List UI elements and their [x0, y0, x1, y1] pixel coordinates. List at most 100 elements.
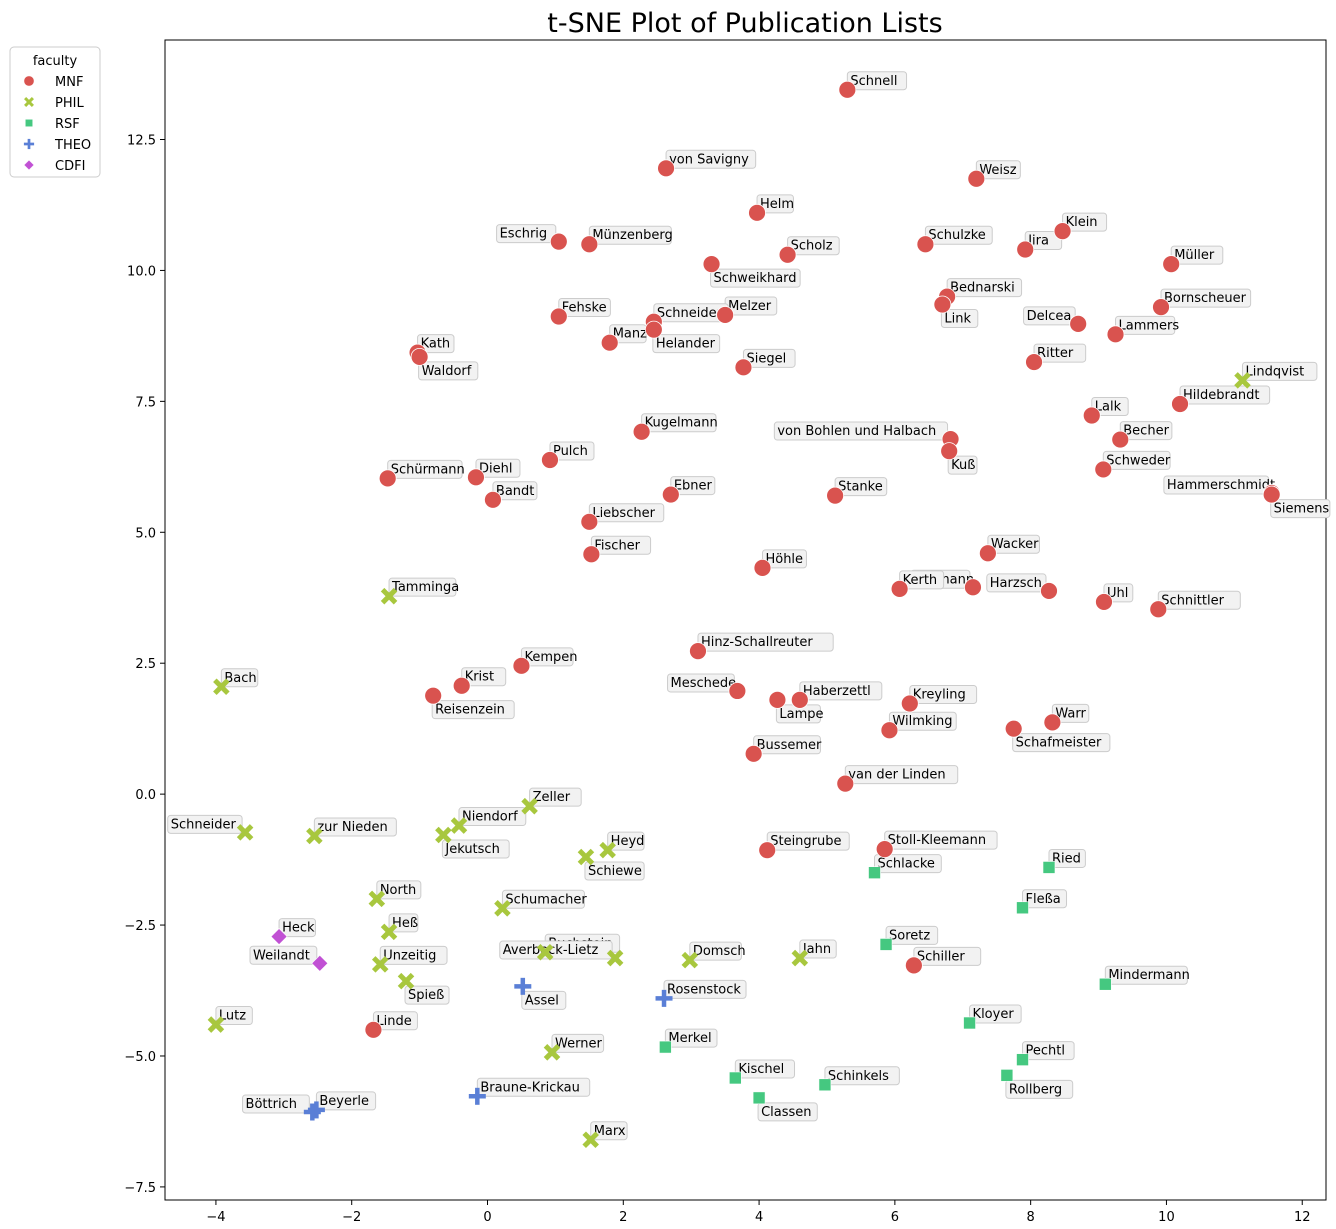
x-tick-label: 2: [619, 1210, 627, 1225]
point-rsf: [963, 1016, 976, 1030]
point-label-text: Heß: [392, 916, 418, 931]
point-label-text: Fleßa: [1026, 892, 1061, 907]
point-label: Schlacke: [874, 854, 942, 874]
point-mnf: [1069, 314, 1088, 333]
point-label: Ebner: [670, 476, 716, 496]
point-mnf: [1025, 353, 1043, 371]
point-label: Hildebrandt: [1179, 385, 1271, 405]
point-label: Werner: [551, 1033, 605, 1053]
x-tick-label: 4: [755, 1210, 763, 1225]
point-label-text: Marx: [594, 1124, 626, 1139]
legend-label: MNF: [55, 75, 83, 90]
x-tick-label: 8: [1027, 1210, 1035, 1225]
point-mnf: [1149, 600, 1168, 619]
point-phil: [681, 951, 699, 969]
point-label: Braune-Krickau: [476, 1077, 591, 1097]
point-mnf: [890, 579, 909, 598]
point-label: Lammers: [1115, 315, 1179, 335]
point-label: Bussemer: [753, 735, 822, 755]
point-label-text: Hinz-Schallreuter: [701, 635, 813, 650]
point-label-text: Kuß: [951, 458, 975, 473]
point-label-text: Waldorf: [422, 364, 472, 379]
point-label-text: Stoll-Kleemann: [888, 833, 986, 848]
point-label-text: Diehl: [479, 461, 512, 476]
point-mnf: [904, 956, 923, 975]
point-label-text: Wilmking: [892, 714, 952, 729]
point-label: Tamminga: [388, 577, 459, 597]
legend-label: THEO: [54, 138, 91, 153]
point-label: Pulch: [549, 441, 595, 461]
point-rsf: [1099, 977, 1112, 991]
point-label-text: Werner: [555, 1036, 602, 1051]
point-rsf: [659, 1040, 672, 1054]
point-label: Ritter: [1033, 343, 1087, 363]
point-mnf: [580, 235, 599, 254]
legend-entry-rsf: RSF: [25, 117, 80, 132]
point-mnf: [689, 642, 707, 661]
point-label-text: Unzeitig: [383, 948, 436, 963]
point-label: Classen: [757, 1102, 818, 1122]
point-label: Kloyer: [969, 1004, 1022, 1024]
point-label-text: Zeller: [533, 790, 571, 805]
y-tick-label: −5.0: [124, 1050, 156, 1065]
point-phil: [577, 848, 595, 866]
point-label-text: Pechtl: [1026, 1044, 1065, 1059]
point-label: Meschede: [667, 673, 736, 693]
point-cdfi: [270, 928, 288, 946]
point-label: Schneider: [653, 303, 729, 323]
point-label-text: Schneider: [657, 306, 723, 321]
point-label: Heck: [278, 918, 316, 938]
point-label: Niendorf: [458, 807, 527, 827]
point-label-text: Link: [944, 311, 971, 326]
point-label-text: Linde: [376, 1014, 411, 1029]
point-mnf: [1043, 713, 1062, 732]
point-label-text: Heck: [282, 921, 315, 936]
point-mnf: [1004, 719, 1023, 738]
point-mnf: [1082, 406, 1101, 425]
point-phil: [582, 1131, 599, 1149]
x-tick-label: 6: [891, 1210, 899, 1225]
point-label-text: Mindermann: [1108, 968, 1190, 983]
point-phil: [543, 1044, 561, 1061]
point-label: Reisenzein: [431, 700, 515, 720]
point-rsf: [879, 938, 893, 951]
point-rsf: [818, 1078, 832, 1092]
point-mnf: [964, 578, 982, 597]
point-label-text: zur Nieden: [317, 820, 387, 835]
y-tick-label: 2.5: [135, 657, 156, 672]
point-label-text: Kerth: [903, 573, 938, 588]
point-label-text: Fehske: [562, 301, 607, 316]
point-label-text: Scholz: [791, 239, 833, 254]
point-label-text: Bednarski: [950, 281, 1015, 296]
point-label-text: Harzsch: [990, 576, 1042, 591]
point-label: Jekutsch: [441, 839, 510, 859]
point-label: Bednarski: [946, 278, 1023, 298]
point-mnf: [1053, 222, 1072, 241]
x-tick-label: 12: [1294, 1210, 1311, 1225]
point-label-text: Schneider: [171, 817, 237, 832]
point-label: Haberzettl: [799, 681, 883, 701]
point-label-text: Fischer: [594, 538, 640, 553]
point-label: von Bohlen und Halbach: [773, 421, 949, 441]
point-mnf: [753, 558, 772, 577]
point-mnf: [1094, 460, 1113, 479]
point-phil: [536, 944, 554, 961]
point-mnf: [875, 840, 894, 859]
point-label: Domsch: [689, 941, 746, 961]
data-points: [207, 80, 1281, 1149]
point-label: Melzer: [724, 296, 778, 316]
point-label-text: Klein: [1066, 215, 1098, 230]
point-phil: [213, 678, 230, 696]
point-theo: [514, 977, 532, 995]
axes: −4 −2 0 2 4 6 8 10 12 −7.5 −5.0 −2.5 0.0 2.5 5.0 7.5 10.…: [124, 134, 1310, 1225]
point-label: Schafmeister: [1012, 733, 1111, 753]
point-label-text: Haberzettl: [803, 684, 871, 699]
point-mnf: [582, 545, 601, 564]
point-label: Krist: [461, 667, 507, 687]
point-label-text: Schnittler: [1161, 593, 1224, 608]
point-label: Schiewe: [584, 861, 645, 881]
point-rsf: [752, 1091, 766, 1105]
point-label-text: van der Linden: [848, 768, 945, 783]
point-label: Rosenstock: [663, 979, 747, 999]
point-phil: [380, 587, 398, 605]
